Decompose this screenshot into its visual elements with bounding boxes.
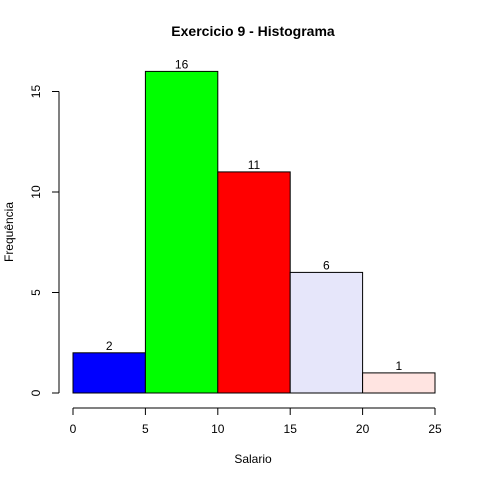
- x-tick-label: 5: [142, 422, 149, 436]
- histogram-bar: [289, 271, 364, 394]
- x-axis: 0 5 10 15 20 25: [70, 407, 442, 436]
- y-tick-label: 0: [29, 389, 43, 396]
- x-tick-label: 10: [211, 422, 225, 436]
- histogram-bar: [217, 171, 291, 394]
- bar-value-label: 1: [395, 359, 402, 373]
- bar-value-label: 6: [323, 258, 330, 272]
- bars-group: 2 16 11 6 1: [72, 57, 436, 394]
- histogram-bar: [362, 372, 436, 394]
- y-axis: 0 5 10 15: [29, 85, 60, 396]
- x-tick-label: 15: [284, 422, 298, 436]
- bar-value-label: 2: [106, 339, 113, 353]
- x-tick-label: 25: [428, 422, 442, 436]
- y-axis-label: Frequência: [2, 202, 16, 262]
- y-tick-label: 15: [29, 85, 43, 99]
- histogram-bar: [144, 70, 219, 394]
- bar-value-label: 16: [175, 57, 189, 71]
- y-tick-label: 5: [29, 289, 43, 296]
- histogram-bar: [72, 352, 146, 394]
- y-tick-label: 10: [29, 185, 43, 199]
- chart-title: Exercicio 9 - Histograma: [171, 23, 335, 39]
- x-tick-label: 20: [356, 422, 370, 436]
- bar-value-label: 11: [248, 158, 261, 172]
- x-tick-label: 0: [70, 422, 77, 436]
- x-axis-label: Salario: [234, 452, 272, 466]
